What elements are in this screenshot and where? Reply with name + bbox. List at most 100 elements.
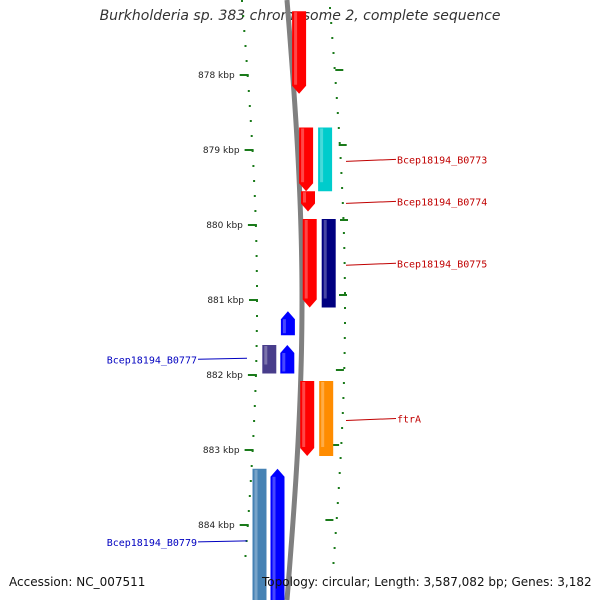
ruler-dot [334,532,337,534]
ruler-dot [250,465,253,467]
scale-tick-label: 883 kbp [203,446,240,456]
gene-label[interactable]: Bcep18194_B0777 [107,355,197,366]
cds-feature-highlight [301,128,305,183]
cds-feature[interactable] [301,191,315,212]
cds-feature-highlight [302,382,306,447]
cds-feature-highlight [294,12,298,85]
ruler-dot [249,120,252,122]
scale-tick-label: 881 kbp [207,296,244,306]
ruler-dot [336,112,339,114]
ruler-dot [338,142,341,144]
ruler-dot [344,307,346,309]
ruler-dot [247,510,250,512]
scale-tick-label: 884 kbp [198,521,235,531]
cds-feature[interactable] [280,345,295,374]
ruler-dot [341,187,344,189]
gene-feature[interactable] [262,345,277,374]
cds-feature-highlight [282,319,286,334]
scale-tick-left [239,524,249,526]
ruler-dot [334,82,337,84]
ruler-dot [343,352,346,354]
gene-label-leader [197,357,248,360]
gene-feature[interactable] [321,219,336,308]
gene-feature-highlight [323,220,327,299]
backbone-layer [284,0,305,600]
ruler-dot [333,547,336,549]
ruler-dot [255,330,258,332]
ruler-dot [248,495,251,497]
ruler-dot [244,555,247,557]
chromosome-backbone [284,0,305,600]
ruler-dot [247,90,250,92]
scale-tick-right [331,444,340,446]
cds-feature[interactable] [292,11,307,94]
ruler-dot [341,202,344,204]
cds-feature[interactable] [280,311,295,336]
gene-label[interactable]: Bcep18194_B0773 [397,155,487,166]
ruler-dot [253,195,256,197]
ruler-dot [249,480,252,482]
scale-tick-label: 882 kbp [206,371,243,381]
cds-feature-highlight [282,353,286,372]
cds-feature[interactable] [300,381,315,456]
ruler-dot [336,502,339,504]
cds-feature[interactable] [270,468,285,600]
gene-label[interactable]: ftrA [397,415,421,426]
scale-tick-left [249,299,258,301]
ruler-dot [255,345,258,347]
ruler-dot [255,360,258,362]
ruler-dot [256,285,258,287]
gene-feature-highlight [321,382,325,447]
ruler-dot [342,382,345,384]
scale-tick-right [339,294,347,296]
ruler-dot [244,45,247,47]
ruler-dot [342,232,345,234]
ruler-dot [245,60,248,62]
gene-feature-highlight [264,346,268,365]
scale-tick-left [239,74,249,76]
gene-feature[interactable] [318,127,333,192]
scale-tick-right [338,144,347,146]
ruler-dot [250,135,253,137]
accession-text: Accession: NC_007511 [9,575,146,589]
ruler-dot [337,127,340,129]
cds-feature[interactable] [302,219,317,308]
ruler-dot [343,262,346,264]
ruler-dot [331,37,334,39]
ruler-dot [344,292,346,294]
ruler-dot [254,390,257,392]
ruler-dot [241,0,243,2]
ruler-dot [255,270,258,272]
gene-feature-highlight [320,128,324,183]
ruler-dot [343,247,346,249]
ruler-dot [332,562,335,564]
gene-label[interactable]: Bcep18194_B0774 [397,197,487,208]
gene-label-leader [345,158,397,162]
gene-label[interactable]: Bcep18194_B0775 [397,259,487,270]
cds-feature-highlight [303,192,306,203]
ruler-dot [333,67,336,69]
gene-feature[interactable] [319,381,334,456]
ruler-dot [341,412,344,414]
ruler-dot [343,367,346,369]
ruler-dot [255,240,258,242]
ruler-dot [330,22,333,24]
scale-tick-left [244,449,254,451]
ruler-dot [340,172,343,174]
scale-tick-left [244,149,254,151]
gene-feature[interactable] [252,468,267,600]
ruler-dot [337,487,340,489]
scale-tick-label: 879 kbp [203,146,240,156]
ruler-dot [255,255,258,257]
ruler-dot [248,105,251,107]
ruler-dot [342,217,345,219]
scale-tick-right [335,369,344,371]
gene-label[interactable]: Bcep18194_B0779 [107,538,197,549]
ruler-dot [253,180,256,182]
ruler-dot [253,420,256,422]
gene-feature-highlight [254,469,258,600]
scale-tick-left [247,224,257,226]
ruler-dot [339,457,342,459]
cds-feature[interactable] [299,127,314,192]
scale-tick-right [335,69,344,71]
